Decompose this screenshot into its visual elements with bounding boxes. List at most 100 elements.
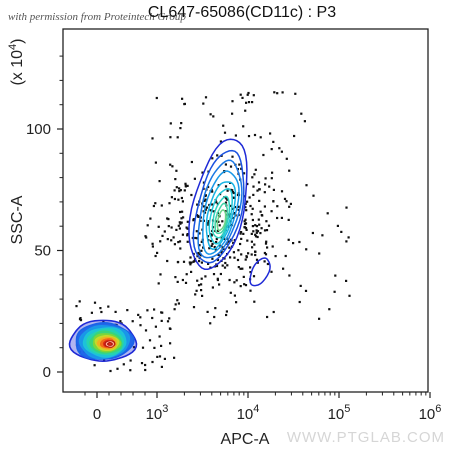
event-dot <box>237 266 240 269</box>
event-dot <box>178 221 181 224</box>
event-dot <box>251 207 254 210</box>
event-dot <box>270 177 273 180</box>
event-dot <box>79 319 83 322</box>
event-dot <box>132 346 136 349</box>
event-dot <box>254 250 257 253</box>
event-dot <box>209 322 212 325</box>
x-axis-title: APC-A <box>221 431 270 448</box>
event-dot <box>151 137 154 140</box>
event-dot <box>227 240 230 243</box>
event-dot <box>243 222 247 226</box>
event-dot <box>272 188 275 191</box>
event-dot <box>179 127 182 130</box>
event-dot <box>236 193 240 197</box>
event-dot <box>255 258 259 261</box>
event-dot <box>246 200 249 203</box>
event-dot <box>240 167 243 170</box>
event-dot <box>198 244 201 247</box>
event-dot <box>203 199 206 202</box>
event-dot <box>213 315 216 319</box>
event-dot <box>251 225 254 228</box>
event-dot <box>154 202 157 205</box>
event-dot <box>276 92 279 95</box>
event-dot <box>140 362 144 365</box>
event-dot <box>169 163 172 166</box>
event-dot <box>196 237 199 240</box>
event-dot <box>202 205 206 208</box>
event-dot <box>154 161 157 164</box>
event-dot <box>232 216 235 220</box>
event-dot <box>151 245 154 248</box>
event-dot <box>198 232 201 235</box>
event-dot <box>246 239 249 242</box>
event-dot <box>250 253 253 256</box>
event-dot <box>273 91 276 94</box>
event-dot <box>214 248 217 251</box>
event-dot <box>229 256 232 259</box>
event-dot <box>233 196 236 199</box>
event-dot <box>235 301 238 304</box>
event-dot <box>151 242 154 245</box>
event-dot <box>336 224 339 227</box>
event-dot <box>253 300 256 303</box>
event-dot <box>244 109 247 112</box>
event-dot <box>215 241 218 244</box>
event-dot <box>266 246 269 249</box>
event-dot <box>158 355 162 358</box>
event-dot <box>170 239 173 242</box>
event-dot <box>232 251 235 254</box>
event-dot <box>159 240 162 243</box>
event-dot <box>144 235 147 238</box>
event-dot <box>298 240 301 244</box>
event-dot <box>334 274 337 277</box>
y-axis-ticks: 0 50 100 <box>26 55 63 381</box>
event-dot <box>253 243 256 246</box>
event-dot <box>225 197 228 200</box>
event-dot <box>161 311 164 314</box>
event-dot <box>247 252 250 255</box>
event-dot <box>345 240 348 243</box>
event-dot <box>217 253 220 256</box>
event-dot <box>233 281 236 284</box>
event-dot <box>185 226 188 229</box>
event-dot <box>252 185 255 188</box>
event-dot <box>149 217 152 220</box>
event-dot <box>294 92 297 95</box>
event-dot <box>119 320 122 323</box>
event-dot <box>155 96 158 100</box>
x-axis-ticks: 0 103 104 105 106 <box>84 392 441 423</box>
event-dot <box>226 264 229 267</box>
event-dot <box>206 235 210 238</box>
event-dot <box>181 278 184 282</box>
event-dot <box>170 226 173 229</box>
event-dot <box>287 238 290 241</box>
event-dot <box>231 100 234 103</box>
event-dot <box>253 173 256 176</box>
event-dot <box>280 216 283 219</box>
event-dot <box>219 140 222 143</box>
event-dot <box>203 211 207 214</box>
event-dot <box>249 266 252 269</box>
event-dot <box>298 300 301 304</box>
event-dot <box>168 327 171 330</box>
event-dot <box>178 190 181 193</box>
event-dot <box>228 246 231 249</box>
event-dot <box>258 223 261 226</box>
event-dot <box>176 299 179 302</box>
contour-line <box>211 195 231 239</box>
event-dot <box>207 223 210 226</box>
event-dot <box>224 201 228 204</box>
event-dot <box>184 185 187 188</box>
y-tick-label: 50 <box>34 243 51 260</box>
event-dot <box>247 101 251 104</box>
event-dot <box>285 157 288 160</box>
event-dot <box>233 256 236 259</box>
event-dot <box>246 182 249 186</box>
event-dot <box>272 200 275 203</box>
event-dot <box>241 267 244 270</box>
event-dot <box>207 262 210 265</box>
event-dot <box>246 93 249 96</box>
event-dot <box>223 266 227 269</box>
event-dot <box>166 217 169 220</box>
event-dot <box>166 238 169 241</box>
